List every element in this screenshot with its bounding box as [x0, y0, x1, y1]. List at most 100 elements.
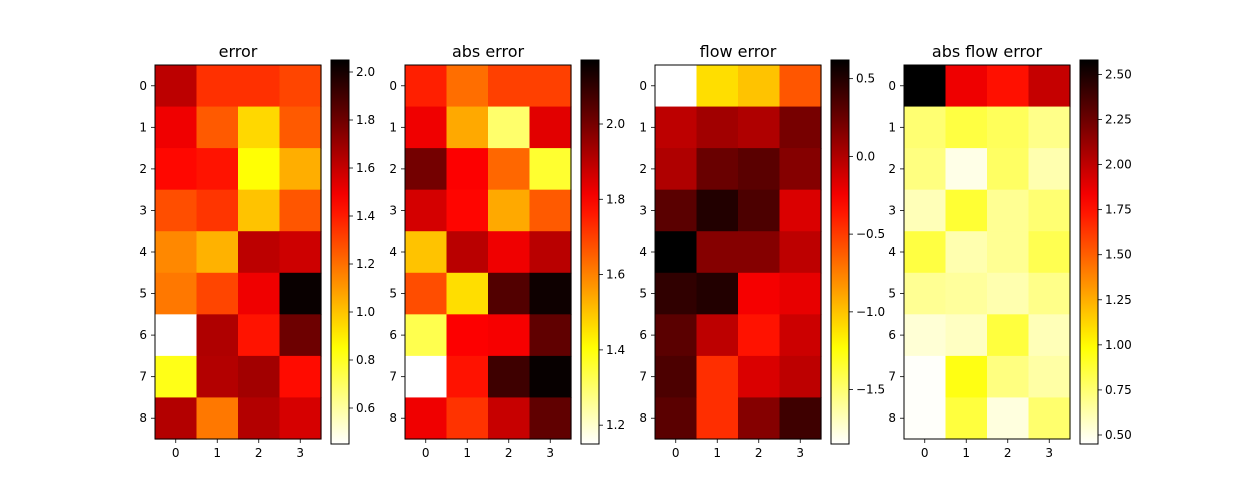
heatmap-cell — [196, 314, 239, 357]
y-tick-label: 3 — [639, 203, 647, 217]
y-tick-label: 2 — [139, 162, 147, 176]
heatmap-cell — [1028, 65, 1071, 108]
y-tick-label: 4 — [639, 245, 647, 259]
heatmap-title: abs error — [452, 42, 525, 61]
heatmap-cell — [238, 231, 281, 274]
heatmap-cell — [446, 397, 489, 440]
heatmap-cell — [446, 65, 489, 108]
heatmap-cell — [196, 189, 239, 232]
colorbar-tick-label: 1.0 — [356, 305, 375, 319]
heatmap-cell — [1028, 231, 1071, 274]
heatmap-cell — [779, 106, 822, 149]
y-tick-label: 7 — [389, 370, 397, 384]
heatmap-cell — [987, 189, 1030, 232]
y-tick-label: 6 — [139, 328, 147, 342]
colorbar-tick-label: 0.6 — [356, 401, 375, 415]
colorbar-tick-label: 1.50 — [1105, 248, 1132, 262]
heatmap-cell — [779, 65, 822, 108]
heatmap-cell — [405, 272, 448, 315]
heatmap-cell — [405, 106, 448, 149]
x-tick-label: 3 — [1045, 446, 1053, 460]
heatmap-cell — [488, 106, 531, 149]
heatmap-cell — [1028, 272, 1071, 315]
heatmap-cell — [238, 65, 281, 108]
heatmap-cell — [696, 106, 739, 149]
colorbar-tick-label: 0.50 — [1105, 428, 1132, 442]
colorbar-tick-label: 2.0 — [606, 117, 625, 131]
heatmap-cell — [529, 189, 572, 232]
heatmap-cell — [987, 397, 1030, 440]
heatmap-cell — [696, 355, 739, 399]
heatmap-cell — [446, 106, 489, 149]
heatmap-cell — [738, 148, 781, 191]
y-tick-label: 0 — [888, 79, 896, 93]
heatmap-cell — [529, 106, 572, 149]
heatmap-cell — [945, 65, 988, 108]
heatmap-cell — [488, 397, 531, 440]
heatmap-cell — [196, 397, 239, 440]
heatmap-cell — [405, 397, 448, 440]
y-tick-label: 0 — [389, 79, 397, 93]
x-tick-label: 3 — [796, 446, 804, 460]
y-tick-label: 5 — [389, 287, 397, 301]
y-tick-label: 7 — [639, 370, 647, 384]
heatmap-cell — [279, 65, 322, 108]
heatmap-cell — [446, 189, 489, 232]
heatmap-cell — [446, 148, 489, 191]
heatmap-cell — [738, 355, 781, 399]
colorbar-tick-label: 2.50 — [1105, 67, 1132, 81]
y-tick-label: 2 — [389, 162, 397, 176]
heatmap-cell — [655, 314, 698, 357]
heatmap-cell — [945, 397, 988, 440]
heatmap-cell — [196, 148, 239, 191]
heatmap-cell — [279, 272, 322, 315]
heatmap-cell — [904, 189, 947, 232]
y-tick-label: 1 — [639, 120, 647, 134]
heatmap-cell — [655, 106, 698, 149]
heatmap-cell — [696, 189, 739, 232]
y-tick-label: 1 — [389, 120, 397, 134]
heatmap-cell — [904, 272, 947, 315]
x-tick-label: 0 — [672, 446, 680, 460]
y-tick-label: 5 — [888, 287, 896, 301]
heatmap-cell — [529, 397, 572, 440]
colorbar-tick-label: 2.25 — [1105, 112, 1132, 126]
x-tick-label: 3 — [296, 446, 304, 460]
y-tick-label: 4 — [389, 245, 397, 259]
heatmap-cell — [529, 148, 572, 191]
colorbar-tick-label: 0.0 — [856, 149, 875, 163]
colorbar-tick-label: 1.2 — [606, 418, 625, 432]
heatmap-cell — [279, 106, 322, 149]
heatmap-cell — [405, 189, 448, 232]
colorbar — [330, 59, 350, 445]
heatmap-cell — [904, 65, 947, 108]
colorbar-tick-label: 1.00 — [1105, 338, 1132, 352]
colorbar-tick-label: 1.75 — [1105, 203, 1132, 217]
x-tick-label: 3 — [546, 446, 554, 460]
heatmap-cell — [155, 314, 198, 357]
colorbar — [580, 59, 600, 445]
heatmap-cell — [405, 148, 448, 191]
y-tick-label: 6 — [639, 328, 647, 342]
y-tick-label: 5 — [139, 287, 147, 301]
colorbar-tick-label: −0.5 — [856, 227, 885, 241]
heatmap-cell — [904, 231, 947, 274]
heatmap-cell — [1028, 189, 1071, 232]
colorbar-tick-label: 1.8 — [356, 113, 375, 127]
y-tick-label: 8 — [639, 411, 647, 425]
heatmap-cell — [904, 106, 947, 149]
heatmap-cell — [696, 314, 739, 357]
y-tick-label: 0 — [639, 79, 647, 93]
heatmap-cell — [987, 106, 1030, 149]
heatmap-cell — [238, 106, 281, 149]
heatmap-cell — [488, 355, 531, 399]
y-tick-label: 7 — [139, 370, 147, 384]
colorbar-tick-label: 1.25 — [1105, 293, 1132, 307]
heatmap-title: abs flow error — [932, 42, 1043, 61]
heatmap-cell — [196, 106, 239, 149]
heatmap-cell — [446, 231, 489, 274]
heatmap-cell — [279, 355, 322, 399]
heatmap-cell — [655, 397, 698, 440]
heatmap-cell — [738, 106, 781, 149]
heatmap-cell — [238, 397, 281, 440]
